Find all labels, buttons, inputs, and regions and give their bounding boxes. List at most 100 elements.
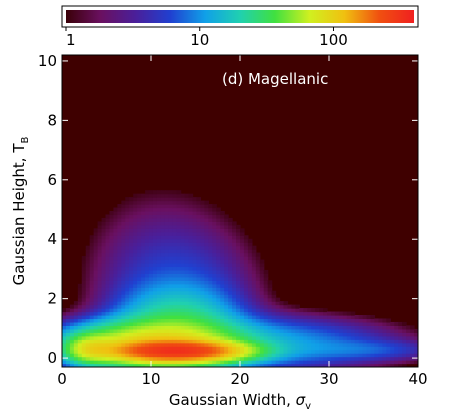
heatmap-cell	[89, 311, 95, 316]
heatmap-cell	[200, 273, 205, 278]
heatmap-cell	[243, 315, 249, 320]
heatmap-cell	[196, 231, 202, 236]
heatmap-cell	[180, 290, 186, 295]
heatmap-cell	[184, 283, 190, 288]
heatmap-cell	[77, 363, 83, 367]
heatmap-cell	[180, 315, 186, 320]
heatmap-cell	[291, 349, 296, 354]
heatmap-cell	[228, 228, 233, 233]
heatmap-cell	[346, 360, 352, 365]
heatmap-cell	[283, 328, 289, 333]
heatmap-cell	[192, 200, 198, 205]
heatmap-cell	[390, 363, 395, 367]
heatmap-cell	[73, 332, 79, 337]
heatmap-cell	[152, 266, 158, 271]
heatmap-cell	[255, 276, 261, 281]
heatmap-cell	[160, 315, 166, 320]
heatmap-cell	[311, 346, 316, 351]
heatmap-cell	[101, 332, 107, 337]
y-tick-label: 2	[47, 290, 57, 308]
heatmap-cell	[184, 325, 190, 330]
heatmap-cell	[121, 238, 126, 243]
heatmap-cell	[224, 335, 229, 340]
heatmap-cell	[259, 311, 265, 316]
heatmap-cell	[358, 356, 364, 361]
heatmap-cell	[327, 349, 332, 354]
heatmap-cell	[204, 259, 209, 264]
heatmap-cell	[243, 328, 249, 333]
heatmap-cell	[125, 294, 130, 299]
heatmap-cell	[152, 214, 158, 219]
heatmap-cell	[295, 325, 300, 330]
heatmap-cell	[279, 349, 285, 354]
heatmap-cell	[382, 321, 387, 326]
heatmap-cell	[259, 360, 265, 365]
heatmap-cell	[299, 349, 304, 354]
heatmap-cell	[81, 353, 87, 358]
heatmap-cell	[192, 242, 198, 247]
heatmap-cell	[315, 356, 320, 361]
heatmap-cell	[105, 228, 111, 233]
heatmap-cell	[156, 356, 162, 361]
heatmap-cell	[236, 318, 241, 323]
heatmap-cell	[188, 283, 194, 288]
y-axis-title-subscript: B	[20, 137, 31, 144]
heatmap-cell	[121, 346, 126, 351]
heatmap-cell	[251, 346, 257, 351]
heatmap-cell	[141, 339, 146, 344]
heatmap-cell	[160, 214, 166, 219]
heatmap-cell	[208, 311, 213, 316]
heatmap-cell	[236, 276, 241, 281]
heatmap-cell	[342, 321, 348, 326]
heatmap-cell	[97, 301, 103, 306]
heatmap-cell	[303, 328, 308, 333]
heatmap-cell	[311, 353, 316, 358]
heatmap-cell	[156, 311, 162, 316]
heatmap-cell	[168, 214, 174, 219]
heatmap-cell	[133, 252, 138, 257]
heatmap-cell	[129, 228, 134, 233]
heatmap-cell	[121, 304, 126, 309]
heatmap-cell	[243, 276, 249, 281]
heatmap-cell	[212, 217, 217, 222]
heatmap-cell	[208, 217, 213, 222]
heatmap-cell	[334, 363, 340, 367]
heatmap-cell	[188, 339, 194, 344]
heatmap-cell	[255, 363, 261, 367]
heatmap-cell	[243, 349, 249, 354]
heatmap-cell	[168, 273, 174, 278]
heatmap-cell	[172, 301, 178, 306]
heatmap-cell	[81, 308, 87, 313]
heatmap-cell	[137, 211, 142, 216]
heatmap-cell	[374, 356, 380, 361]
heatmap-cell	[307, 308, 312, 313]
heatmap-cell	[251, 356, 257, 361]
heatmap-cell	[101, 335, 107, 340]
heatmap-cell	[81, 328, 87, 333]
heatmap-cell	[315, 315, 320, 320]
heatmap-cell	[247, 276, 253, 281]
heatmap-cell	[184, 290, 190, 295]
heatmap-cell	[200, 356, 205, 361]
heatmap-cell	[125, 235, 130, 240]
heatmap-cell	[97, 349, 103, 354]
heatmap-cell	[386, 346, 391, 351]
heatmap-cell	[319, 315, 324, 320]
heatmap-cell	[125, 311, 130, 316]
heatmap-cell	[338, 335, 344, 340]
heatmap-cell	[109, 315, 115, 320]
heatmap-cell	[133, 342, 138, 347]
heatmap-cell	[121, 259, 126, 264]
heatmap-cell	[180, 304, 186, 309]
heatmap-cell	[133, 211, 138, 216]
heatmap-cell	[382, 342, 387, 347]
heatmap-cell	[125, 273, 130, 278]
heatmap-cell	[295, 339, 300, 344]
heatmap-cell	[267, 321, 273, 326]
heatmap-cell	[236, 325, 241, 330]
heatmap-cell	[85, 297, 91, 302]
heatmap-cell	[180, 228, 186, 233]
heatmap-cell	[382, 353, 387, 358]
heatmap-cell	[386, 342, 391, 347]
